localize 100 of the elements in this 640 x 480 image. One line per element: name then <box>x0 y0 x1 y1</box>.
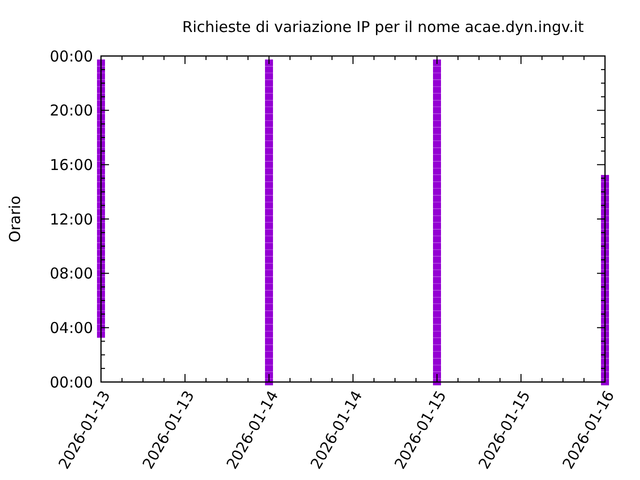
point <box>433 100 441 107</box>
point <box>601 344 609 352</box>
point <box>97 182 105 188</box>
point <box>265 284 273 290</box>
point <box>265 80 273 86</box>
point <box>433 236 441 243</box>
point <box>97 168 105 175</box>
point <box>265 66 273 73</box>
point <box>265 263 273 270</box>
point <box>265 134 273 141</box>
point <box>265 202 273 209</box>
point <box>265 358 273 365</box>
point <box>97 86 105 94</box>
point <box>601 182 609 188</box>
chart-title: Richieste di variazione IP per il nome acae.dyn.ingv.it <box>182 18 584 36</box>
point <box>265 297 273 304</box>
point <box>265 73 273 80</box>
point <box>433 290 441 298</box>
point <box>265 208 273 216</box>
point <box>265 229 273 236</box>
point <box>433 304 441 311</box>
point <box>601 331 609 338</box>
point <box>265 338 273 345</box>
point <box>265 236 273 243</box>
point <box>433 338 441 345</box>
point <box>433 161 441 168</box>
y-tick-label: 00:00 <box>50 373 93 392</box>
point <box>265 290 273 298</box>
point <box>265 86 273 94</box>
point <box>433 318 441 324</box>
point <box>433 263 441 270</box>
point <box>433 229 441 236</box>
point <box>433 208 441 216</box>
point <box>433 358 441 365</box>
point <box>433 202 441 209</box>
point <box>265 250 273 256</box>
point <box>265 93 273 100</box>
point <box>433 270 441 277</box>
point <box>433 127 441 134</box>
point <box>265 140 273 148</box>
point <box>433 174 441 182</box>
y-tick-label: 20:00 <box>50 102 93 120</box>
point <box>433 276 441 284</box>
point <box>601 250 609 256</box>
point <box>265 59 273 66</box>
point <box>265 352 273 358</box>
point <box>433 154 441 162</box>
point <box>433 93 441 100</box>
point <box>97 263 105 270</box>
point <box>433 331 441 338</box>
point <box>265 154 273 162</box>
point <box>433 297 441 304</box>
point <box>265 256 273 264</box>
y-axis-title: Orario <box>6 196 24 242</box>
y-tick-label: 08:00 <box>50 264 93 283</box>
y-tick-label: 04:00 <box>50 318 93 337</box>
point <box>265 216 273 222</box>
y-tick-label: 12:00 <box>50 210 93 228</box>
point <box>265 120 273 128</box>
point <box>97 331 105 338</box>
point <box>433 344 441 352</box>
point <box>433 114 441 120</box>
point <box>433 195 441 202</box>
point <box>265 318 273 324</box>
point <box>265 188 273 196</box>
point <box>265 127 273 134</box>
point <box>433 148 441 154</box>
point <box>433 250 441 256</box>
point <box>265 276 273 284</box>
point <box>433 256 441 264</box>
point <box>433 73 441 80</box>
point <box>433 140 441 148</box>
point <box>433 168 441 175</box>
point <box>265 344 273 352</box>
point <box>265 161 273 168</box>
point <box>433 66 441 73</box>
point <box>265 270 273 277</box>
point <box>433 310 441 318</box>
point <box>433 365 441 372</box>
point <box>433 216 441 222</box>
point <box>265 310 273 318</box>
point <box>601 263 609 270</box>
point <box>433 222 441 230</box>
point <box>265 107 273 114</box>
point <box>433 372 441 379</box>
point <box>265 100 273 107</box>
point <box>433 120 441 128</box>
point <box>433 324 441 331</box>
point <box>265 148 273 154</box>
point <box>265 174 273 182</box>
point <box>97 250 105 256</box>
point <box>265 242 273 250</box>
point <box>433 352 441 358</box>
point <box>433 242 441 250</box>
point <box>265 331 273 338</box>
point <box>433 86 441 94</box>
point <box>433 188 441 196</box>
y-tick-label: 16:00 <box>50 156 93 174</box>
point <box>433 59 441 66</box>
point <box>265 372 273 379</box>
